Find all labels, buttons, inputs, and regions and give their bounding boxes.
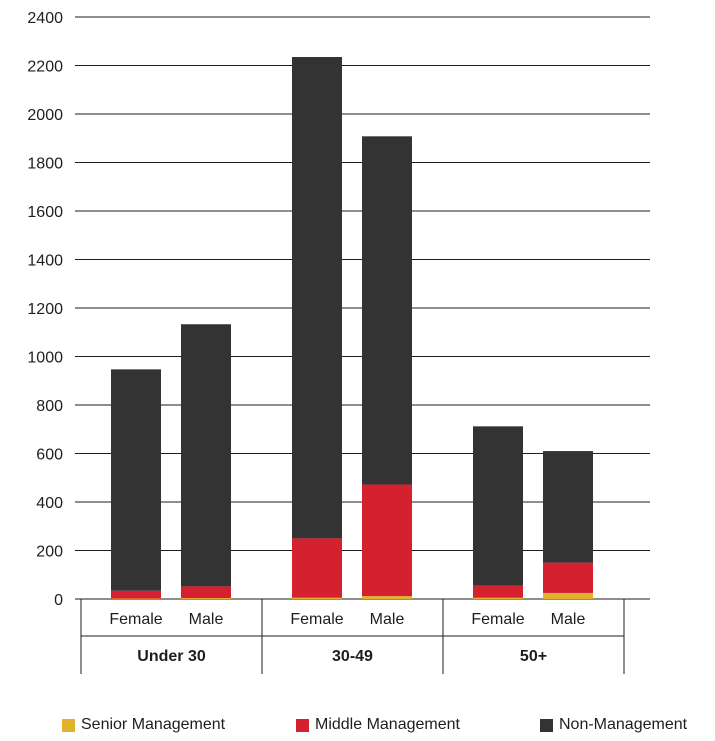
x-category-label-1: Female (109, 611, 162, 628)
x-group-label-under-30: Under 30 (137, 648, 206, 665)
x-category-label-5: Female (471, 611, 524, 628)
y-tick-label-800: 800 (36, 398, 63, 415)
x-category-label-6: Male (551, 611, 586, 628)
y-tick-label-1400: 1400 (27, 253, 63, 270)
legend-label-middle-management: Middle Management (315, 716, 460, 733)
bar-non-management-2 (181, 324, 231, 587)
y-tick-label-1800: 1800 (27, 156, 63, 173)
bar-non-management-3 (292, 57, 342, 539)
bar-non-management-1 (111, 369, 161, 591)
x-group-label-30-49: 30-49 (332, 648, 373, 665)
legend-item-middle-management: Middle Management (296, 716, 460, 734)
bar-senior-management-3 (292, 597, 342, 599)
bar-non-management-4 (362, 136, 412, 485)
bar-senior-management-6 (543, 592, 593, 599)
y-tick-label-0: 0 (54, 592, 63, 609)
y-tick-label-2000: 2000 (27, 107, 63, 124)
y-tick-label-400: 400 (36, 495, 63, 512)
x-axis: Female Male Under 30 Female Male 30-49 Female M… (80, 599, 625, 674)
legend-swatch-middle-management (296, 718, 309, 732)
y-tick-label-200: 200 (36, 544, 63, 561)
x-category-label-3: Female (290, 611, 343, 628)
legend: Senior Management Middle Management Non-… (0, 716, 715, 738)
legend-swatch-senior-management (62, 718, 75, 732)
stacked-bar-chart: 0 200 400 600 800 1000 1200 1400 1600 1800 2000 220… (27, 10, 650, 674)
bar-senior-management-2 (181, 598, 231, 599)
legend-label-senior-management: Senior Management (81, 716, 226, 733)
bar-middle-management-1 (111, 590, 161, 599)
y-tick-label-1200: 1200 (27, 301, 63, 318)
bar-middle-management-2 (181, 586, 231, 599)
bar-middle-management-5 (473, 585, 523, 598)
bars (111, 57, 593, 599)
y-tick-label-1600: 1600 (27, 204, 63, 221)
bar-non-management-6 (543, 451, 593, 563)
y-tick-label-1000: 1000 (27, 350, 63, 367)
bar-middle-management-3 (292, 538, 342, 598)
legend-item-senior-management: Senior Management (62, 716, 225, 734)
x-category-label-2: Male (189, 611, 224, 628)
y-tick-label-600: 600 (36, 447, 63, 464)
y-axis-tick-labels: 0 200 400 600 800 1000 1200 1400 1600 1800 2000 220… (27, 10, 63, 609)
bar-non-management-5 (473, 426, 523, 586)
legend-swatch-non-management (540, 718, 553, 732)
legend-item-non-management: Non-Management (540, 716, 687, 734)
x-category-label-4: Male (370, 611, 405, 628)
x-group-label-50: 50+ (520, 648, 547, 665)
legend-label-non-management: Non-Management (559, 716, 688, 733)
y-tick-label-2200: 2200 (27, 59, 63, 76)
y-tick-label-2400: 2400 (27, 10, 63, 27)
bar-middle-management-6 (543, 562, 593, 593)
bar-middle-management-4 (362, 484, 412, 597)
bar-senior-management-4 (362, 596, 412, 599)
bar-senior-management-5 (473, 597, 523, 599)
